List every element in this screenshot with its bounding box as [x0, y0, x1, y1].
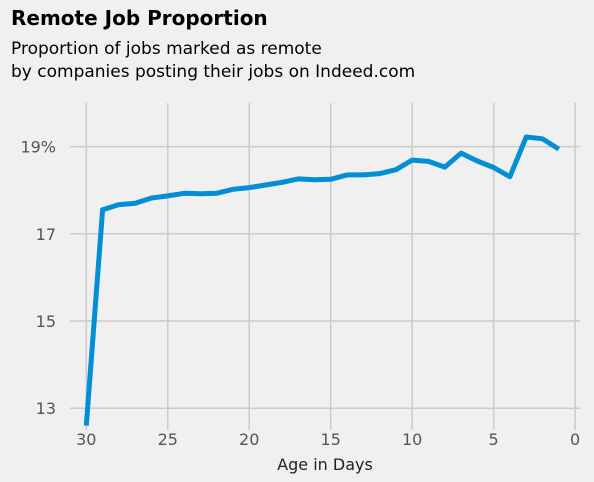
- y-tick-label: 15: [36, 312, 56, 331]
- y-tick-label: 13: [36, 399, 56, 418]
- x-tick-label: 0: [570, 430, 580, 449]
- x-axis-ticks: 30 25 20 15 10 5 0: [76, 430, 580, 449]
- x-tick-label: 15: [321, 430, 341, 449]
- grid-lines: [70, 103, 580, 430]
- y-tick-label: 19%: [20, 138, 56, 157]
- x-axis-label: Age in Days: [277, 455, 373, 474]
- series-line: [83, 134, 561, 426]
- x-tick-label: 30: [76, 430, 96, 449]
- y-tick-label: 17: [36, 225, 56, 244]
- y-axis-ticks: 13 15 17 19%: [20, 138, 56, 419]
- chart-subtitle: Proportion of jobs marked as remote by c…: [11, 39, 416, 82]
- series-group: [83, 134, 561, 426]
- x-tick-label: 10: [402, 430, 422, 449]
- x-tick-label: 20: [239, 430, 259, 449]
- x-tick-label: 5: [489, 430, 499, 449]
- chart-title: Remote Job Proportion: [11, 6, 268, 30]
- x-tick-label: 25: [158, 430, 178, 449]
